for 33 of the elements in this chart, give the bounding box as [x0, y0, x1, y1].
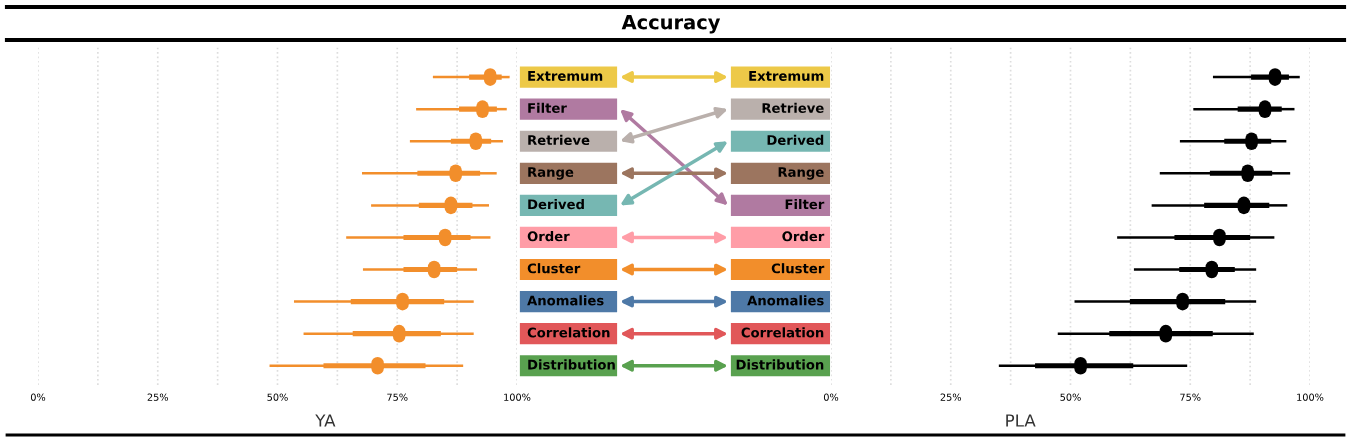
y-tick-label: Order	[782, 231, 825, 242]
y-tick-label: Range	[528, 167, 574, 180]
x-tick-label: 25%	[940, 393, 962, 401]
x-tick-label: 75%	[387, 393, 408, 401]
y-tick-label: Retrieve	[528, 134, 590, 146]
x-tick-label: 100%	[504, 393, 531, 401]
y-tick-label: Filter	[528, 102, 567, 113]
x-tick-label: 75%	[1180, 393, 1201, 401]
y-tick-label: Correlation	[527, 327, 610, 338]
y-tick-label: Anomalies	[747, 295, 824, 306]
y-tick-label: Cluster	[527, 263, 581, 274]
x-tick-label: 50%	[267, 393, 288, 401]
text: Accuracy	[621, 15, 721, 34]
y-tick-label: Filter	[785, 198, 825, 210]
y-tick-label: Retrieve	[762, 102, 824, 113]
y-tick-label: Cluster	[771, 263, 825, 274]
x-tick-label: 0%	[823, 393, 839, 401]
x-axis-title: PLA	[1006, 414, 1036, 427]
y-tick-label: Range	[778, 167, 824, 180]
y-tick-label: Derived	[528, 198, 584, 210]
x-tick-label: 100%	[1297, 393, 1324, 401]
y-tick-label: Order	[527, 231, 570, 242]
x-axis-title: YA	[315, 414, 336, 427]
y-tick-label: Extremum	[528, 71, 603, 81]
y-tick-label: Derived	[767, 134, 824, 146]
x-tick-label: 50%	[1060, 393, 1081, 401]
y-tick-label: Anomalies	[527, 295, 604, 306]
x-tick-label: 0%	[30, 393, 46, 401]
x-tick-label: 25%	[147, 393, 169, 401]
y-tick-label: Distribution	[528, 359, 615, 370]
y-tick-label: Distribution	[736, 359, 824, 370]
y-tick-label: Correlation	[741, 327, 824, 338]
y-tick-label: Extremum	[749, 71, 824, 81]
